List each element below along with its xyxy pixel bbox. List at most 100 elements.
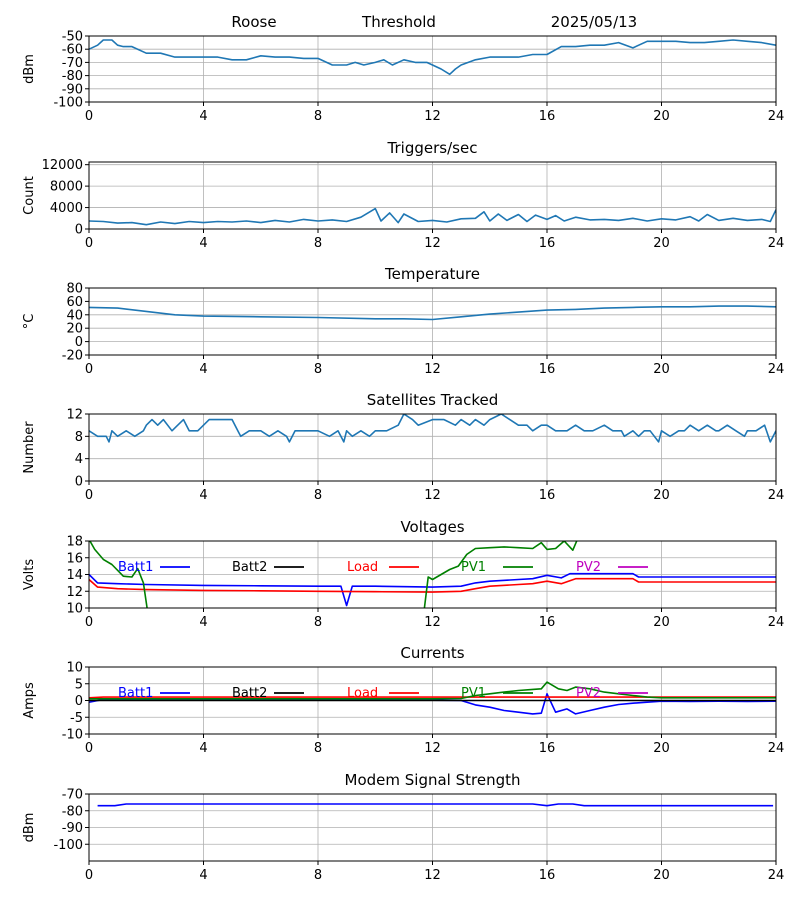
x-tick-label: 12: [424, 868, 441, 883]
x-tick-label: 0: [85, 109, 93, 124]
x-tick-label: 20: [653, 615, 670, 630]
x-tick-label: 12: [424, 109, 441, 124]
y-tick-label: -70: [62, 788, 83, 803]
y-tick-label: 12: [66, 408, 83, 423]
x-tick-label: 20: [653, 236, 670, 251]
y-tick-label: -10: [62, 728, 83, 743]
y-tick-label: -90: [62, 82, 83, 97]
series-line-data: [89, 39, 776, 76]
x-tick-label: 0: [85, 615, 93, 630]
y-tick-label: 80: [66, 282, 83, 297]
x-tick-label: 8: [314, 109, 322, 124]
chart-title: Modem Signal Strength: [345, 771, 521, 789]
y-tick-label: 16: [66, 551, 83, 566]
x-tick-label: 16: [539, 109, 556, 124]
legend-label-batt2: Batt2: [232, 560, 267, 575]
x-tick-label: 0: [85, 236, 93, 251]
x-tick-label: 20: [653, 741, 670, 756]
x-tick-label: 20: [653, 362, 670, 377]
x-tick-label: 0: [85, 741, 93, 756]
y-tick-label: -20: [62, 349, 83, 364]
x-tick-label: 4: [199, 236, 207, 251]
x-tick-label: 12: [424, 615, 441, 630]
y-axis-label: dBm: [22, 813, 37, 843]
y-axis-label: dBm: [22, 54, 37, 84]
legend-label-pv1: PV1: [461, 560, 486, 575]
x-tick-label: 16: [539, 236, 556, 251]
header-date: 2025/05/13: [551, 13, 637, 31]
x-tick-label: 8: [314, 488, 322, 503]
legend-label-load: Load: [347, 560, 378, 575]
legend-label-batt1: Batt1: [118, 686, 153, 701]
y-tick-label: 8: [75, 430, 83, 445]
y-axis-label: Count: [22, 176, 37, 215]
series-line-pv1: [89, 541, 578, 608]
y-tick-label: 0: [75, 223, 83, 238]
series-line-load: [89, 577, 776, 593]
x-tick-label: 12: [424, 488, 441, 503]
x-tick-label: 20: [653, 868, 670, 883]
legend-label-batt2: Batt2: [232, 686, 267, 701]
x-tick-label: 12: [424, 741, 441, 756]
y-tick-label: -70: [62, 56, 83, 71]
x-tick-label: 24: [768, 868, 785, 883]
y-tick-label: 10: [66, 602, 83, 617]
x-tick-label: 0: [85, 362, 93, 377]
y-tick-label: 60: [66, 295, 83, 310]
panel-triggers: 0 4 8 12 16 20 24 0 4000 8000 12000 Triggers/sec Cou…: [22, 139, 784, 251]
chart-title: Temperature: [384, 265, 480, 283]
x-tick-label: 4: [199, 741, 207, 756]
chart-title: Satellites Tracked: [367, 391, 498, 409]
x-tick-label: 4: [199, 615, 207, 630]
x-tick-label: 8: [314, 868, 322, 883]
y-tick-label: 12000: [42, 158, 83, 173]
y-axis-label: Amps: [22, 682, 37, 719]
legend-label-batt1: Batt1: [118, 560, 153, 575]
x-tick-label: 4: [199, 362, 207, 377]
x-tick-label: 4: [199, 488, 207, 503]
panel-modem: 0 4 8 12 16 20 24 -100 -90 -80-70 Modem Signal Str…: [22, 771, 784, 883]
x-tick-label: 4: [199, 868, 207, 883]
panel-threshold: 0 4 8 12 16 20 24 -100-90-80-70-60-50 dBm: [22, 30, 784, 125]
y-tick-label: 8000: [50, 180, 83, 195]
legend-label-pv2: PV2: [576, 560, 601, 575]
x-tick-label: 16: [539, 615, 556, 630]
x-tick-label: 8: [314, 236, 322, 251]
series-line-data: [89, 414, 776, 443]
y-tick-label: -50: [62, 30, 83, 45]
y-tick-label: 0: [75, 475, 83, 490]
y-tick-label: -80: [62, 804, 83, 819]
panel-satellites: 0 4 8 12 16 20 24 0 4 8 12 Satellites Tracked Number: [22, 391, 784, 503]
x-tick-label: 8: [314, 741, 322, 756]
y-tick-label: 0: [75, 694, 83, 709]
x-tick-label: 12: [424, 362, 441, 377]
x-tick-label: 16: [539, 488, 556, 503]
header-parameter: Threshold: [361, 13, 436, 31]
series-line-data: [89, 305, 776, 321]
y-tick-label: 4: [75, 452, 83, 467]
x-tick-label: 16: [539, 741, 556, 756]
x-tick-label: 24: [768, 236, 785, 251]
y-tick-label: -90: [62, 821, 83, 836]
x-tick-label: 20: [653, 488, 670, 503]
x-tick-label: 0: [85, 868, 93, 883]
y-tick-label: -60: [62, 43, 83, 58]
x-tick-label: 24: [768, 615, 785, 630]
x-tick-label: 20: [653, 109, 670, 124]
y-tick-label: -100: [53, 838, 83, 853]
legend-label-load: Load: [347, 686, 378, 701]
x-tick-label: 12: [424, 236, 441, 251]
y-tick-label: -100: [53, 96, 83, 111]
series-line-data: [97, 803, 774, 807]
chart-title: Triggers/sec: [387, 139, 478, 157]
y-tick-label: 0: [75, 335, 83, 350]
y-tick-label: 18: [66, 535, 83, 550]
y-tick-label: -80: [62, 69, 83, 84]
y-tick-label: 14: [66, 568, 83, 583]
